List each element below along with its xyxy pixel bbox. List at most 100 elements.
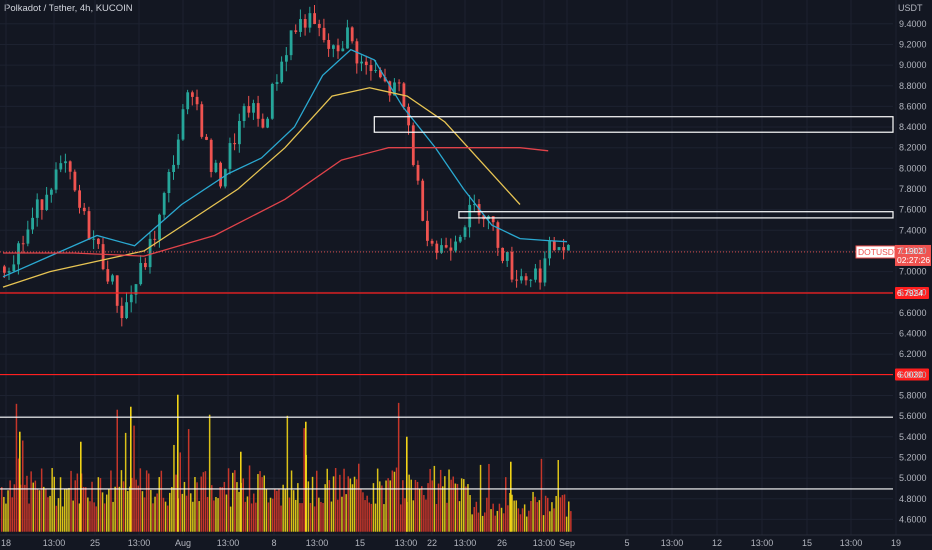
candle-body	[374, 70, 378, 72]
volume-bar	[530, 500, 532, 532]
volume-bar	[498, 503, 501, 532]
volume-bar	[234, 470, 236, 532]
candle-body	[294, 30, 298, 32]
y-tick-label: 6.2000	[899, 349, 927, 359]
volume-bar	[523, 504, 526, 532]
volume-bar	[204, 471, 207, 532]
volume-bar	[55, 505, 58, 532]
x-tick-label: 8	[271, 538, 276, 548]
volume-bar	[152, 503, 154, 532]
volume-bar	[347, 476, 349, 532]
volume-bar	[181, 493, 184, 532]
volume-bar	[217, 498, 219, 532]
volume-bar	[32, 482, 34, 532]
y-tick-label: 7.4000	[899, 225, 927, 235]
volume-bar	[192, 501, 194, 532]
y-tick-label: 4.6000	[899, 514, 927, 524]
volume-bar	[408, 474, 410, 532]
candle-body	[17, 243, 20, 265]
candle-body	[463, 227, 467, 237]
candle-body	[21, 243, 25, 245]
volume-bar	[259, 471, 261, 532]
candle-body	[191, 92, 194, 97]
candle-body	[552, 240, 556, 251]
volume-bar	[1, 487, 3, 532]
volume-bar	[402, 480, 404, 532]
volume-bar	[507, 505, 509, 532]
candle-body	[92, 238, 96, 240]
volume-bar	[19, 484, 22, 532]
volume-bar	[316, 470, 318, 532]
x-tick-label: Sep	[559, 538, 575, 548]
volume-bar	[427, 483, 429, 532]
candle-body	[562, 247, 566, 251]
volume-bar	[322, 503, 324, 532]
volume-bar	[448, 469, 450, 532]
symbol-badge-label: DOTUSDT	[858, 247, 899, 257]
candle-body	[515, 279, 519, 281]
candle-body	[31, 217, 34, 230]
volume-bar	[248, 465, 251, 532]
volume-bar	[421, 486, 423, 532]
volume-bar	[368, 502, 370, 532]
y-tick-label: 4.8000	[899, 494, 927, 504]
candle-body	[125, 302, 128, 319]
volume-bar	[521, 508, 524, 532]
volume-bar	[59, 477, 62, 532]
candle-body	[416, 164, 420, 181]
x-tick-label: 25	[90, 538, 100, 548]
x-tick-label: 13:00	[454, 538, 477, 548]
volume-bar	[412, 500, 415, 532]
volume-bar	[301, 503, 303, 532]
volume-bar	[376, 468, 379, 532]
volume-bar	[148, 473, 150, 532]
volume-bar	[221, 487, 223, 532]
volume-bar	[106, 494, 108, 532]
volume-bar	[223, 481, 226, 532]
volume-bar	[122, 481, 125, 532]
candle-body	[50, 189, 53, 195]
candle-body	[350, 27, 354, 42]
candle-body	[97, 238, 100, 245]
volume-bar	[38, 490, 41, 532]
volume-bar	[103, 503, 106, 532]
volume-bar	[244, 501, 247, 532]
volume-bar	[355, 479, 358, 532]
volume-bar	[95, 506, 97, 532]
volume-bar	[169, 492, 171, 532]
y-tick-label: 6.0000	[899, 370, 927, 380]
volume-bar	[510, 461, 512, 532]
volume-bar	[471, 514, 473, 532]
volume-bar	[511, 494, 513, 532]
volume-bar	[423, 495, 425, 532]
volume-bar	[278, 488, 280, 532]
x-tick-label: 15	[355, 538, 365, 548]
y-tick-label: 5.6000	[899, 411, 927, 421]
candle-body	[473, 204, 476, 206]
volume-bar	[261, 477, 263, 532]
candle-body	[430, 240, 434, 244]
volume-bar	[17, 458, 20, 532]
volume-bar	[242, 478, 244, 532]
countdown-timer: 02:27:26	[897, 255, 930, 265]
volume-bar	[345, 494, 347, 532]
volume-bar	[236, 482, 238, 532]
volume-bar	[418, 489, 421, 532]
volume-bar	[196, 482, 198, 532]
chart-title: Polkadot / Tether, 4h, KUCOIN	[4, 3, 133, 14]
volume-bar	[53, 476, 55, 532]
volume-bar	[215, 497, 217, 532]
volume-bar	[286, 415, 289, 532]
zone-rectangle	[458, 211, 894, 219]
candle-body	[440, 245, 443, 253]
y-tick-label: 9.2000	[899, 39, 927, 49]
candle-body	[280, 61, 284, 83]
volume-bar	[93, 502, 95, 532]
x-tick-label: 13:00	[43, 538, 66, 548]
volume-bar	[271, 498, 274, 532]
candle-body	[449, 247, 453, 251]
candle-body	[346, 27, 349, 49]
volume-bar	[460, 478, 463, 532]
candle-body	[205, 136, 208, 140]
